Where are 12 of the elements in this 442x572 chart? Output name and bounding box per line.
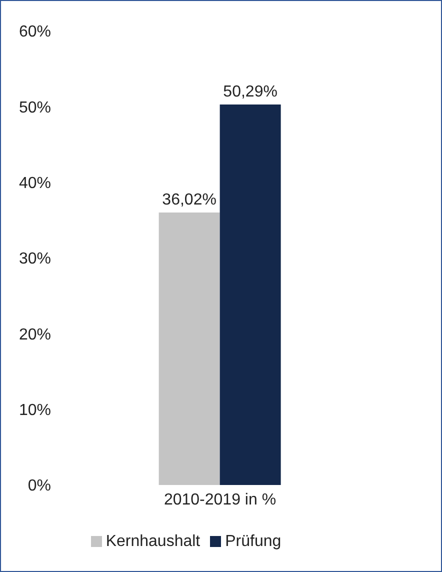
y-tick-label: 0% [28,478,51,495]
y-tick-label: 20% [18,326,51,344]
y-tick-label: 60% [18,24,51,41]
y-tick-label: 50% [18,99,51,116]
y-tick-label: 30% [18,250,51,268]
legend-label: Kernhaushalt [106,533,200,550]
legend-label: Prüfung [225,533,282,550]
data-label: 50,29% [223,83,278,100]
y-tick-label: 40% [18,175,51,192]
data-label: 36,02% [162,191,216,208]
y-tick-label: 10% [18,402,51,420]
x-tick-label: 2010-2019 in % [164,491,276,508]
